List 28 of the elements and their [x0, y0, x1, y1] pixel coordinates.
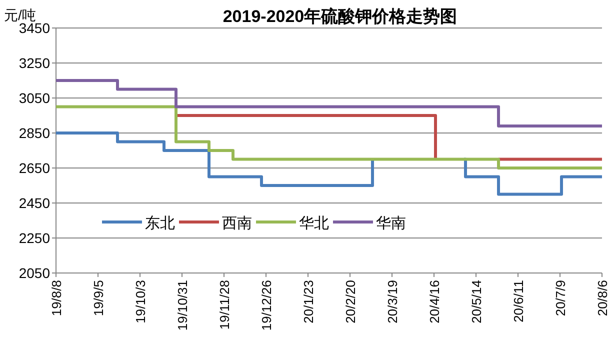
x-tick-label: 19/9/5: [91, 280, 106, 316]
y-tick-label: 2450: [18, 195, 50, 211]
x-tick-label: 19/10/3: [133, 280, 148, 324]
y-tick-label: 3450: [18, 20, 50, 36]
legend-label: 华南: [376, 215, 406, 232]
x-tick-label: 19/11/28: [217, 280, 232, 330]
x-tick-label: 20/8/6: [595, 280, 610, 316]
y-tick-label: 2650: [18, 160, 50, 176]
y-tick-label: 2850: [18, 125, 50, 141]
legend-label: 华北: [299, 215, 329, 232]
legend-label: 东北: [145, 215, 175, 232]
y-tick-label: 2250: [18, 230, 50, 246]
chart-title: 2019-2020年硫酸钾价格走势图: [222, 7, 458, 26]
x-tick-label: 19/10/31: [175, 280, 190, 331]
y-tick-label: 3050: [18, 90, 50, 106]
x-tick-label: 20/3/19: [385, 280, 400, 324]
x-tick-label: 20/2/20: [343, 280, 358, 324]
x-tick-label: 20/6/11: [511, 280, 526, 322]
x-tick-label: 19/12/26: [259, 280, 274, 331]
x-tick-label: 20/5/14: [469, 280, 484, 324]
y-tick-label: 3250: [18, 55, 50, 71]
y-tick-label: 2050: [18, 265, 50, 281]
x-tick-label: 20/1/23: [301, 280, 316, 324]
y-axis-title: 元/吨: [4, 7, 36, 23]
x-tick-label: 19/8/8: [49, 280, 64, 316]
x-tick-label: 20/7/9: [553, 280, 568, 316]
x-tick-label: 20/4/16: [427, 280, 442, 324]
legend-label: 西南: [222, 215, 252, 232]
